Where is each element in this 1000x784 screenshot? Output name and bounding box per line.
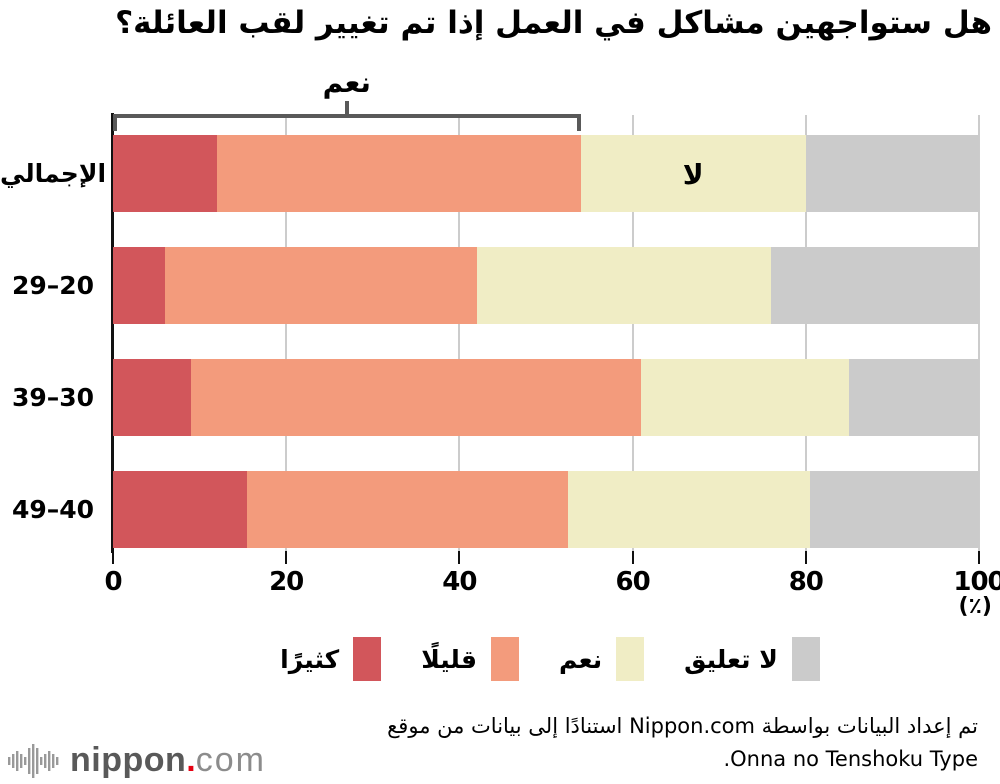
- legend-label: قليلًا: [421, 644, 477, 674]
- source-note-line1: تم إعداد البيانات بواسطة Nippon.com استن…: [387, 714, 978, 738]
- nippon-logo: nippon. com: [8, 741, 266, 780]
- bar-segment: [849, 359, 979, 436]
- legend-item: نعم: [558, 637, 645, 681]
- bar-segment: [580, 135, 806, 212]
- yes-bracket: نعم: [113, 66, 581, 131]
- bar-row: [113, 471, 979, 548]
- x-tick-label: 100: [953, 567, 1000, 597]
- legend-swatch: [791, 637, 820, 681]
- plot-area: 0 20 40 60 80 100: [104, 113, 1000, 597]
- legend-label: نعم: [558, 644, 603, 674]
- legend-swatch: [353, 637, 382, 681]
- bar-segment: [113, 471, 248, 548]
- x-axis-tick: [978, 551, 980, 564]
- bar-segment: [810, 471, 979, 548]
- gridline: [458, 115, 461, 551]
- legend-swatch: [616, 637, 645, 681]
- bar-segment: [216, 135, 581, 212]
- yes-bracket-tick: [344, 101, 349, 115]
- bar-segment: [771, 247, 979, 324]
- source-note: تم إعداد البيانات بواسطة Nippon.com استن…: [387, 710, 978, 776]
- legend-label: لا تعليق: [684, 644, 778, 674]
- category-label: 39–30: [11, 383, 95, 412]
- legend-swatch: [490, 637, 519, 681]
- x-tick-label: 60: [615, 567, 651, 597]
- nippon-logo-text: nippon. com: [70, 741, 266, 780]
- legend-item: كثيرًا: [280, 637, 382, 681]
- gridline: [631, 115, 634, 551]
- bar-row: [113, 359, 979, 436]
- gridline: [978, 115, 980, 551]
- x-tick-label: 20: [269, 567, 304, 597]
- logo-brand-dot: .: [186, 741, 196, 779]
- bar-segment: [805, 135, 979, 212]
- bar-segment: [247, 471, 568, 548]
- x-axis-tick: [112, 551, 114, 564]
- bar-segment: [113, 135, 217, 212]
- bar-row: [113, 247, 979, 324]
- logo-brand-light: com: [195, 741, 266, 779]
- gridline: [804, 115, 807, 551]
- category-label: 49–40: [11, 495, 95, 524]
- bar-segment: [567, 471, 811, 548]
- gridline: [285, 115, 288, 551]
- legend-item: لا تعليق: [684, 637, 820, 681]
- source-note-line2: Onna no Tenshoku Type.: [723, 747, 978, 771]
- category-label: الإجمالي: [0, 159, 107, 188]
- chart-title: هل ستواجهين مشاكل في العمل إذا تم تغيير …: [115, 5, 992, 41]
- bar-segment: [190, 359, 642, 436]
- yes-bracket-label: نعم: [322, 66, 371, 99]
- percent-unit-label: (٪): [958, 594, 992, 619]
- x-axis-tick: [804, 551, 807, 564]
- legend-label: كثيرًا: [280, 644, 340, 674]
- soundwave-icon: [8, 743, 59, 778]
- bar-row: [113, 135, 979, 212]
- y-axis-line: [111, 113, 114, 553]
- bar-segment: [476, 247, 772, 324]
- x-axis-tick: [631, 551, 634, 564]
- category-label: 29–20: [11, 271, 95, 300]
- bar-segment: [641, 359, 850, 436]
- x-tick-label: 40: [442, 567, 477, 597]
- logo-brand-bold: nippon: [70, 741, 187, 779]
- x-tick-label: 0: [104, 567, 122, 597]
- no-label: لا: [682, 158, 704, 191]
- x-axis-tick: [458, 551, 461, 564]
- x-axis-tick: [285, 551, 288, 564]
- x-tick-label: 80: [788, 567, 824, 597]
- legend-item: قليلًا: [421, 637, 519, 681]
- bar-segment: [164, 247, 477, 324]
- bar-segment: [113, 247, 165, 324]
- legend: كثيرًا قليلًا نعم لا تعليق: [50, 637, 1000, 681]
- bar-segment: [113, 359, 191, 436]
